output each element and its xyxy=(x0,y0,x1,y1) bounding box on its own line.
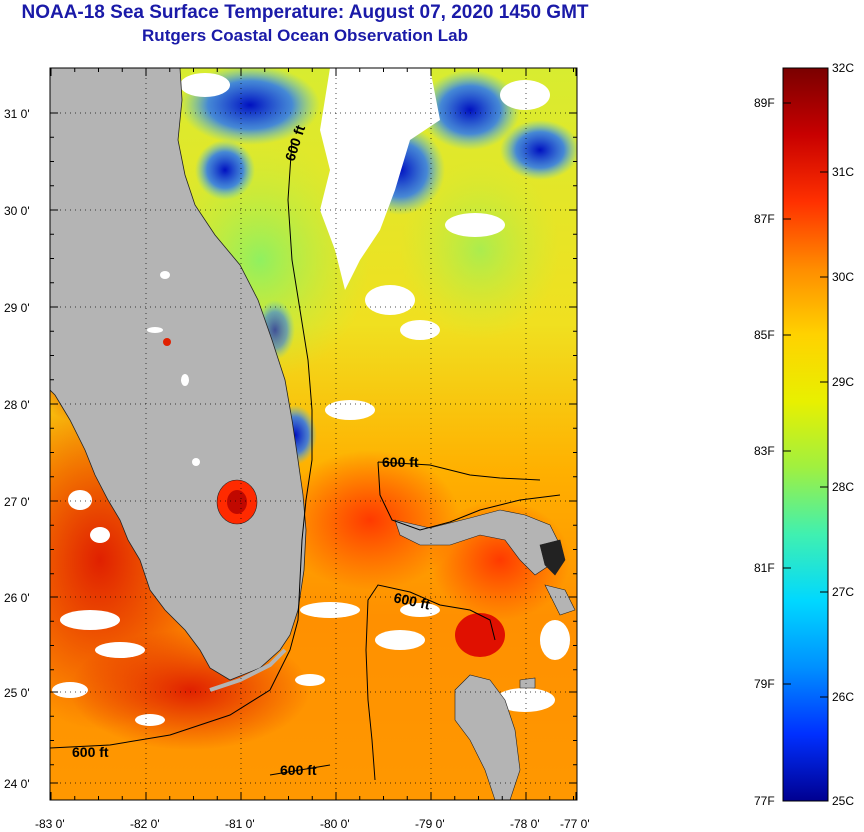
colorbar-labels: 32C 31C 30C 29C 28C 27C 26C 25C 89F 87F … xyxy=(754,61,854,808)
axis-tick-labels: -83 0' -82 0' -81 0' -80 0' -79 0' -78 0… xyxy=(4,107,590,831)
lat-tick-label: 30 0' xyxy=(4,204,30,218)
celsius-label: 29C xyxy=(832,375,854,389)
florida-keys xyxy=(209,648,287,692)
contour-label-600ft: 600 ft xyxy=(382,454,419,470)
florida-landmass xyxy=(50,68,307,681)
cloud-mask xyxy=(52,68,570,726)
bathymetry-contours xyxy=(50,139,561,781)
lat-tick-label: 25 0' xyxy=(4,686,30,700)
celsius-label: 25C xyxy=(832,794,854,808)
lat-tick-label: 26 0' xyxy=(4,591,30,605)
lat-tick-label: 29 0' xyxy=(4,301,30,315)
fahrenheit-label: 85F xyxy=(754,328,775,342)
lon-tick-label: -77 0' xyxy=(560,817,590,831)
lon-tick-label: -79 0' xyxy=(415,817,445,831)
lon-tick-label: -82 0' xyxy=(130,817,160,831)
map-subtitle: Rutgers Coastal Ocean Observation Lab xyxy=(142,26,468,45)
warm-strait-water xyxy=(280,450,460,590)
lon-tick-label: -83 0' xyxy=(35,817,65,831)
map-title: NOAA-18 Sea Surface Temperature: August … xyxy=(21,2,589,23)
celsius-label: 27C xyxy=(832,585,854,599)
celsius-label: 32C xyxy=(832,61,854,75)
contour-labels: 600 ft 600 ft 600 ft 600 ft 600 ft xyxy=(72,123,432,778)
fahrenheit-label: 89F xyxy=(754,96,775,110)
lat-tick-label: 24 0' xyxy=(4,777,30,791)
map-frame xyxy=(49,67,578,801)
fahrenheit-label: 83F xyxy=(754,444,775,458)
celsius-label: 31C xyxy=(832,165,854,179)
map-plot-area: 600 ft 600 ft 600 ft 600 ft 600 ft xyxy=(50,68,577,800)
lat-tick-label: 31 0' xyxy=(4,107,30,121)
bahamas-islands xyxy=(394,509,576,800)
graticule xyxy=(50,68,577,800)
contour-label-600ft: 600 ft xyxy=(72,744,109,760)
fahrenheit-label: 81F xyxy=(754,561,775,575)
temperature-colorbar xyxy=(782,67,829,802)
celsius-label: 30C xyxy=(832,270,854,284)
lon-tick-label: -81 0' xyxy=(225,817,255,831)
celsius-label: 26C xyxy=(832,690,854,704)
fahrenheit-label: 77F xyxy=(754,794,775,808)
lat-tick-label: 27 0' xyxy=(4,495,30,509)
lon-tick-label: -78 0' xyxy=(510,817,540,831)
colorbar-ticks xyxy=(783,67,828,802)
celsius-label: 28C xyxy=(832,480,854,494)
fahrenheit-label: 79F xyxy=(754,677,775,691)
lat-tick-label: 28 0' xyxy=(4,398,30,412)
lon-tick-label: -80 0' xyxy=(320,817,350,831)
contour-label-600ft: 600 ft xyxy=(280,762,317,778)
fahrenheit-label: 87F xyxy=(754,212,775,226)
contour-label-600ft: 600 ft xyxy=(392,589,431,612)
